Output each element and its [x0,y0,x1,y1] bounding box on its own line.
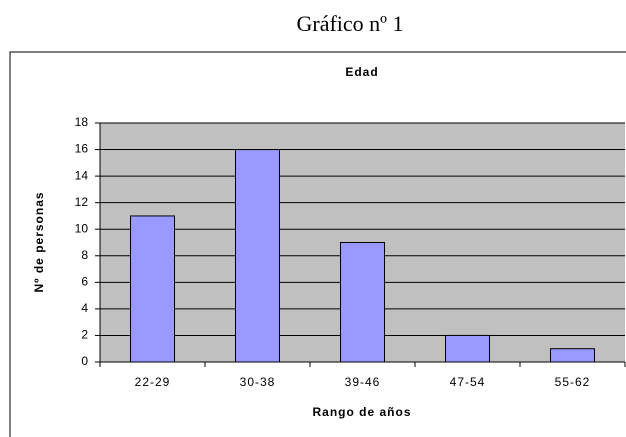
x-tick-label: 39-46 [345,375,381,389]
x-tick-label: 47-54 [450,375,486,389]
y-axis-label: Nº de personas [32,191,46,292]
bar [130,215,175,363]
y-tick-label: 0 [81,354,88,368]
y-tick-label: 6 [81,275,88,289]
x-axis-label: Rango de años [312,405,411,419]
bar [340,242,385,363]
y-tick-label: 2 [81,328,88,342]
y-tick-label: 12 [75,195,89,209]
y-tick-label: 16 [75,142,89,156]
bar [445,334,490,363]
x-tick-label: 22-29 [135,375,171,389]
x-tick-label: 30-38 [240,375,276,389]
y-tick-label: 8 [81,248,88,262]
bar [550,348,595,363]
y-tick-label: 18 [75,115,89,129]
y-tick-label: 4 [81,301,88,315]
y-tick-label: 10 [75,221,89,235]
x-tick-label: 55-62 [555,375,591,389]
chart-frame [9,51,626,437]
y-tick-label: 14 [75,168,89,182]
caption: Gráfico nº 1 [296,11,403,36]
bar [235,149,280,363]
chart-title: Edad [345,65,378,79]
